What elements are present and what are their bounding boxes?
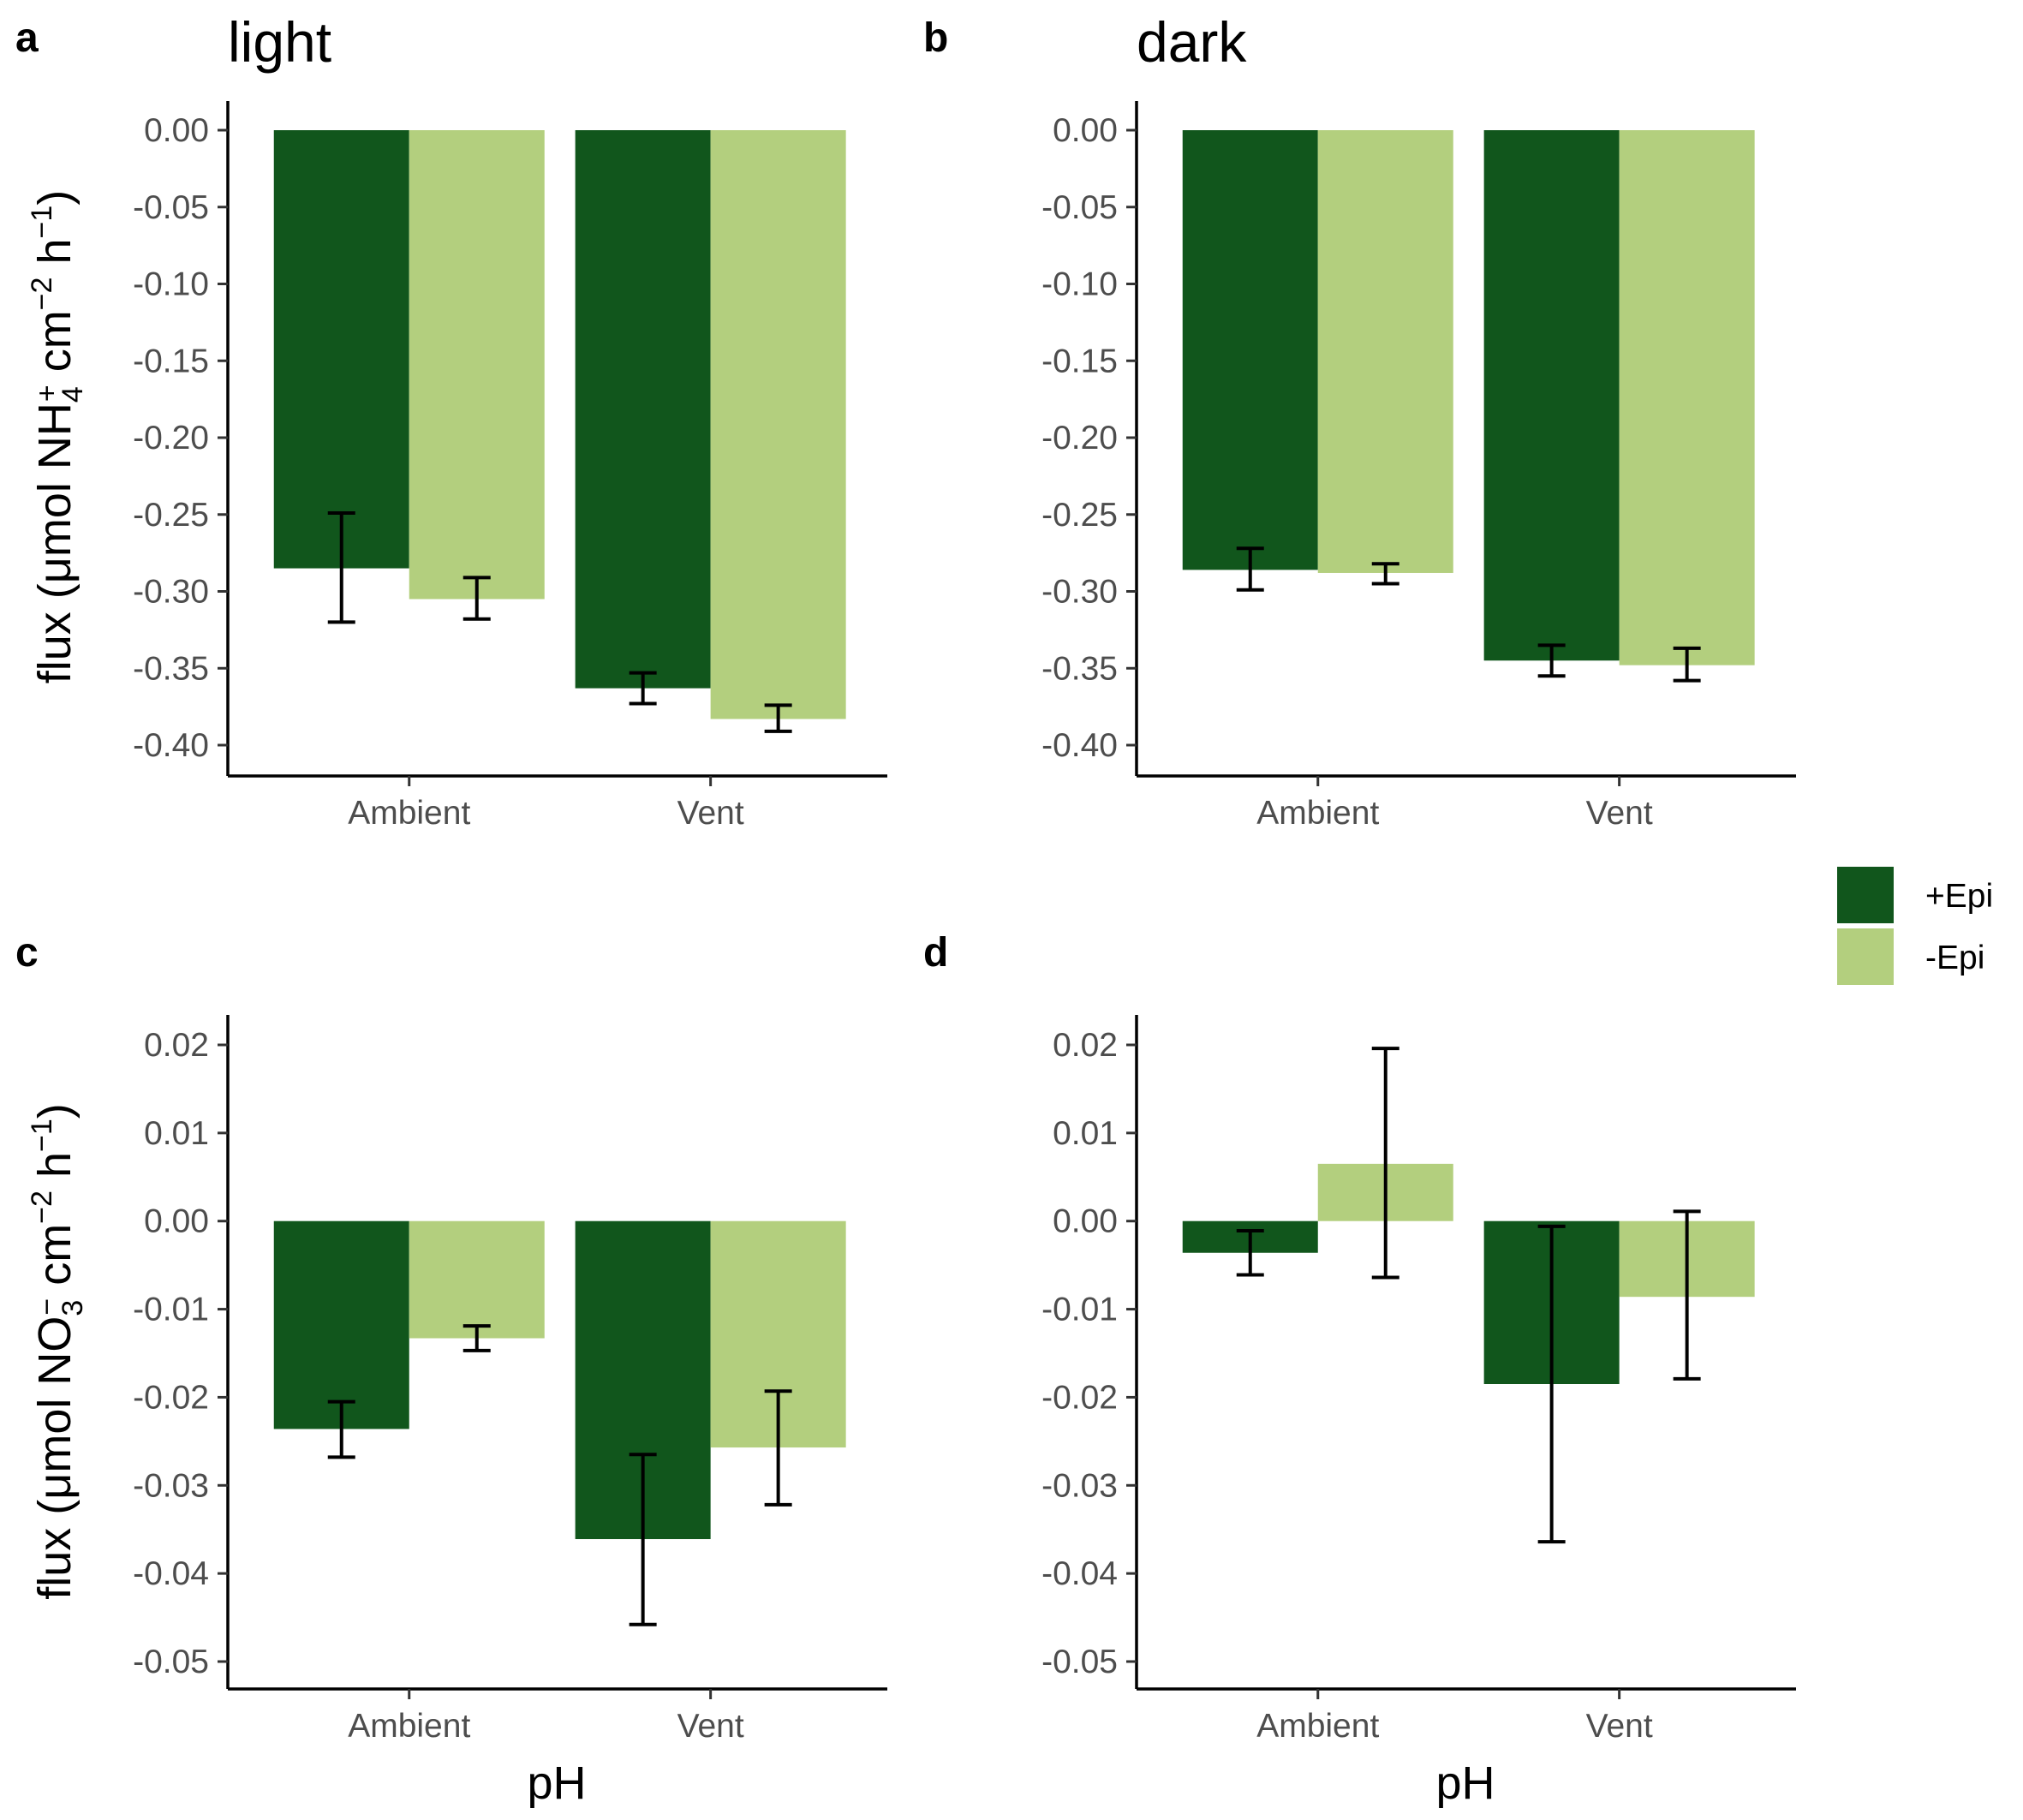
x-tick-label-ambient: Ambient bbox=[348, 1708, 470, 1745]
y-tick-label: 0.01 bbox=[1053, 1115, 1118, 1152]
error-bar-a-vent-plus-epi bbox=[629, 671, 657, 706]
bar-c-ambient-minus-epi bbox=[409, 1220, 545, 1339]
bar-b-ambient-plus-epi bbox=[1182, 130, 1318, 570]
y-tick-label: -0.10 bbox=[1041, 266, 1118, 303]
panel-title-a: light bbox=[228, 10, 331, 74]
error-bar-b-vent-plus-epi bbox=[1537, 643, 1566, 678]
x-axis-title-c: pH bbox=[527, 1757, 586, 1809]
y-tick-label: 0.01 bbox=[144, 1115, 209, 1152]
error-bar-d-ambient-plus-epi bbox=[1236, 1229, 1264, 1277]
panel-c: c 0.02 0.01 0.00 -0.01 -0.02 -0.03 -0.04 -0.05 Am… bbox=[15, 930, 887, 1745]
x-axis-title-d: pH bbox=[1435, 1757, 1495, 1809]
error-bar-d-ambient-minus-epi bbox=[1371, 1047, 1399, 1280]
y-tick-label: 0.00 bbox=[144, 112, 209, 149]
error-bar-a-ambient-plus-epi bbox=[327, 510, 355, 624]
bar-c-ambient-plus-epi bbox=[273, 1220, 409, 1429]
y-tick-label: -0.20 bbox=[1041, 420, 1118, 456]
panel-a: a light 0.00 -0.05 -0.10 -0.15 -0.20 -0.25 -0.30… bbox=[15, 10, 887, 832]
bar-b-ambient-minus-epi bbox=[1317, 130, 1453, 573]
y-tick-label: -0.25 bbox=[1041, 497, 1118, 534]
panel-b: b dark 0.00 -0.05 -0.10 -0.15 -0.20 -0.25 -0.30 -… bbox=[923, 10, 1796, 832]
error-bar-c-vent-minus-epi bbox=[764, 1389, 792, 1507]
x-tick-label-vent: Vent bbox=[677, 1708, 744, 1745]
y-tick-label: -0.05 bbox=[1041, 189, 1118, 226]
error-bar-b-ambient-plus-epi bbox=[1236, 546, 1264, 592]
y-tick-label: 0.02 bbox=[144, 1027, 209, 1064]
error-bar-c-vent-plus-epi bbox=[629, 1453, 657, 1626]
panel-letter-a: a bbox=[15, 15, 39, 61]
error-bar-b-ambient-minus-epi bbox=[1371, 562, 1399, 586]
y-tick-label: -0.10 bbox=[133, 266, 209, 303]
legend-label-plus-epi: +Epi bbox=[1925, 878, 1993, 915]
x-tick-label-vent: Vent bbox=[677, 795, 744, 832]
error-bar-d-vent-plus-epi bbox=[1537, 1224, 1566, 1544]
bar-a-ambient-minus-epi bbox=[409, 130, 545, 600]
y-axis-title-bottom: flux (μmol NO3− cm−2 h−1) bbox=[26, 1103, 89, 1600]
y-tick-label: 0.00 bbox=[144, 1203, 209, 1240]
y-tick-label: -0.35 bbox=[1041, 650, 1118, 687]
bar-a-vent-plus-epi bbox=[575, 130, 711, 689]
y-tick-label: -0.03 bbox=[133, 1467, 209, 1504]
y-tick-label: 0.00 bbox=[1053, 1203, 1118, 1240]
y-tick-label: -0.30 bbox=[133, 574, 209, 611]
y-tick-label: -0.02 bbox=[1041, 1379, 1118, 1416]
y-tick-label: -0.05 bbox=[1041, 1644, 1118, 1680]
bar-a-vent-minus-epi bbox=[710, 130, 846, 719]
legend: +Epi -Epi bbox=[1837, 867, 1993, 985]
y-tick-label: 0.02 bbox=[1053, 1027, 1118, 1064]
y-tick-label: -0.04 bbox=[133, 1555, 209, 1592]
y-tick-label: -0.01 bbox=[1041, 1292, 1118, 1328]
y-tick-label: -0.05 bbox=[133, 189, 209, 226]
y-tick-label: -0.03 bbox=[1041, 1467, 1118, 1504]
panel-letter-d: d bbox=[923, 930, 948, 976]
y-tick-label: -0.15 bbox=[1041, 343, 1118, 379]
y-tick-label: -0.40 bbox=[133, 727, 209, 764]
error-bar-b-vent-minus-epi bbox=[1673, 646, 1701, 683]
bar-b-vent-minus-epi bbox=[1619, 130, 1755, 665]
y-tick-label: -0.02 bbox=[133, 1379, 209, 1416]
panel-d: d 0.02 0.01 0.00 -0.01 -0.02 -0.03 -0.04 -0.05 Am… bbox=[923, 930, 1796, 1745]
y-tick-label: -0.25 bbox=[133, 497, 209, 534]
y-tick-label: -0.30 bbox=[1041, 574, 1118, 611]
y-axis-title-top: flux (μmol NH4+ cm−2 h−1) bbox=[26, 190, 89, 684]
bar-a-ambient-plus-epi bbox=[273, 130, 409, 569]
error-bar-c-ambient-plus-epi bbox=[327, 1399, 355, 1459]
x-tick-label-vent: Vent bbox=[1586, 795, 1653, 832]
y-tick-label: -0.20 bbox=[133, 420, 209, 456]
y-tick-label: -0.04 bbox=[1041, 1555, 1118, 1592]
legend-swatch-plus-epi bbox=[1837, 867, 1894, 923]
y-tick-label: 0.00 bbox=[1053, 112, 1118, 149]
y-tick-label: -0.01 bbox=[133, 1292, 209, 1328]
x-tick-label-ambient: Ambient bbox=[1256, 795, 1379, 832]
error-bar-a-ambient-minus-epi bbox=[462, 576, 491, 621]
x-tick-label-vent: Vent bbox=[1586, 1708, 1653, 1745]
panel-letter-c: c bbox=[15, 930, 39, 976]
y-tick-label: -0.40 bbox=[1041, 727, 1118, 764]
error-bar-d-vent-minus-epi bbox=[1673, 1209, 1701, 1381]
error-bar-a-vent-minus-epi bbox=[764, 703, 792, 733]
panel-letter-b: b bbox=[923, 15, 948, 61]
error-bar-c-ambient-minus-epi bbox=[462, 1324, 491, 1352]
bar-b-vent-plus-epi bbox=[1483, 130, 1620, 661]
y-tick-label: -0.35 bbox=[133, 650, 209, 687]
panel-title-b: dark bbox=[1137, 10, 1247, 74]
x-tick-label-ambient: Ambient bbox=[1256, 1708, 1379, 1745]
legend-label-minus-epi: -Epi bbox=[1925, 940, 1984, 976]
legend-swatch-minus-epi bbox=[1837, 928, 1894, 985]
x-tick-label-ambient: Ambient bbox=[348, 795, 470, 832]
y-tick-label: -0.15 bbox=[133, 343, 209, 379]
y-tick-label: -0.05 bbox=[133, 1644, 209, 1680]
